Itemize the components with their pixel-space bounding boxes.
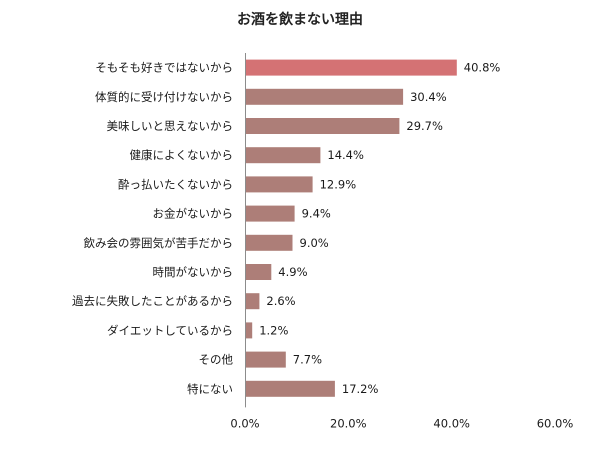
data-label: 14.4% [327, 148, 364, 162]
bar [246, 380, 335, 397]
bar [246, 351, 286, 368]
category-label: 美味しいと思えないから [107, 119, 234, 133]
category-label: ダイエットしているから [107, 323, 233, 337]
x-tick-label: 60.0% [537, 416, 574, 430]
bar [246, 264, 272, 280]
data-label: 1.2% [259, 323, 288, 337]
data-label: 30.4% [410, 90, 447, 104]
x-tick-label: 40.0% [433, 416, 470, 430]
data-label: 9.4% [302, 207, 331, 221]
bar [246, 176, 313, 193]
data-label: 12.9% [320, 177, 357, 191]
data-labels-group: 40.8% 30.4% 29.7% 14.4% 12.9% 9.4% 9.0% 4.9% 2.6… [259, 61, 500, 396]
category-labels-group: そもそも好きではないから体質的に受け付けないから美味しいと思えないから健康によく… [72, 61, 233, 396]
category-label: 飲み会の雰囲気が苦手だから [84, 236, 234, 250]
bar [246, 118, 400, 134]
data-label: 7.7% [293, 353, 322, 367]
bar [246, 293, 260, 310]
category-label: 酔っ払いたくないから [118, 177, 233, 191]
category-label: 過去に失敗したことがあるから [72, 294, 233, 308]
data-label: 29.7% [406, 119, 443, 133]
category-label: 健康によくないから [130, 148, 234, 162]
bar [246, 88, 404, 105]
data-label: 9.0% [300, 236, 329, 250]
data-label: 2.6% [266, 294, 295, 308]
data-label: 40.8% [464, 61, 501, 75]
data-label: 4.9% [278, 265, 307, 279]
bar [246, 205, 295, 222]
x-tick-label: 0.0% [230, 416, 259, 430]
bar [246, 147, 321, 164]
bar [246, 322, 253, 339]
chart-title: お酒を飲まない理由 [237, 12, 363, 28]
x-tick-label: 20.0% [330, 416, 367, 430]
category-label: お金がないから [153, 207, 234, 221]
category-label: その他 [199, 353, 234, 367]
axis-group: 0.0% 20.0% 40.0% 60.0% [230, 53, 573, 430]
category-label: 時間がないから [153, 265, 234, 279]
bar [246, 234, 293, 251]
category-label: 体質的に受け付けないから [95, 90, 233, 104]
category-label: 特にない [187, 382, 233, 396]
data-label: 17.2% [342, 382, 379, 396]
category-label: そもそも好きではないから [95, 61, 233, 75]
bars-group [246, 59, 457, 397]
bar [246, 59, 457, 76]
